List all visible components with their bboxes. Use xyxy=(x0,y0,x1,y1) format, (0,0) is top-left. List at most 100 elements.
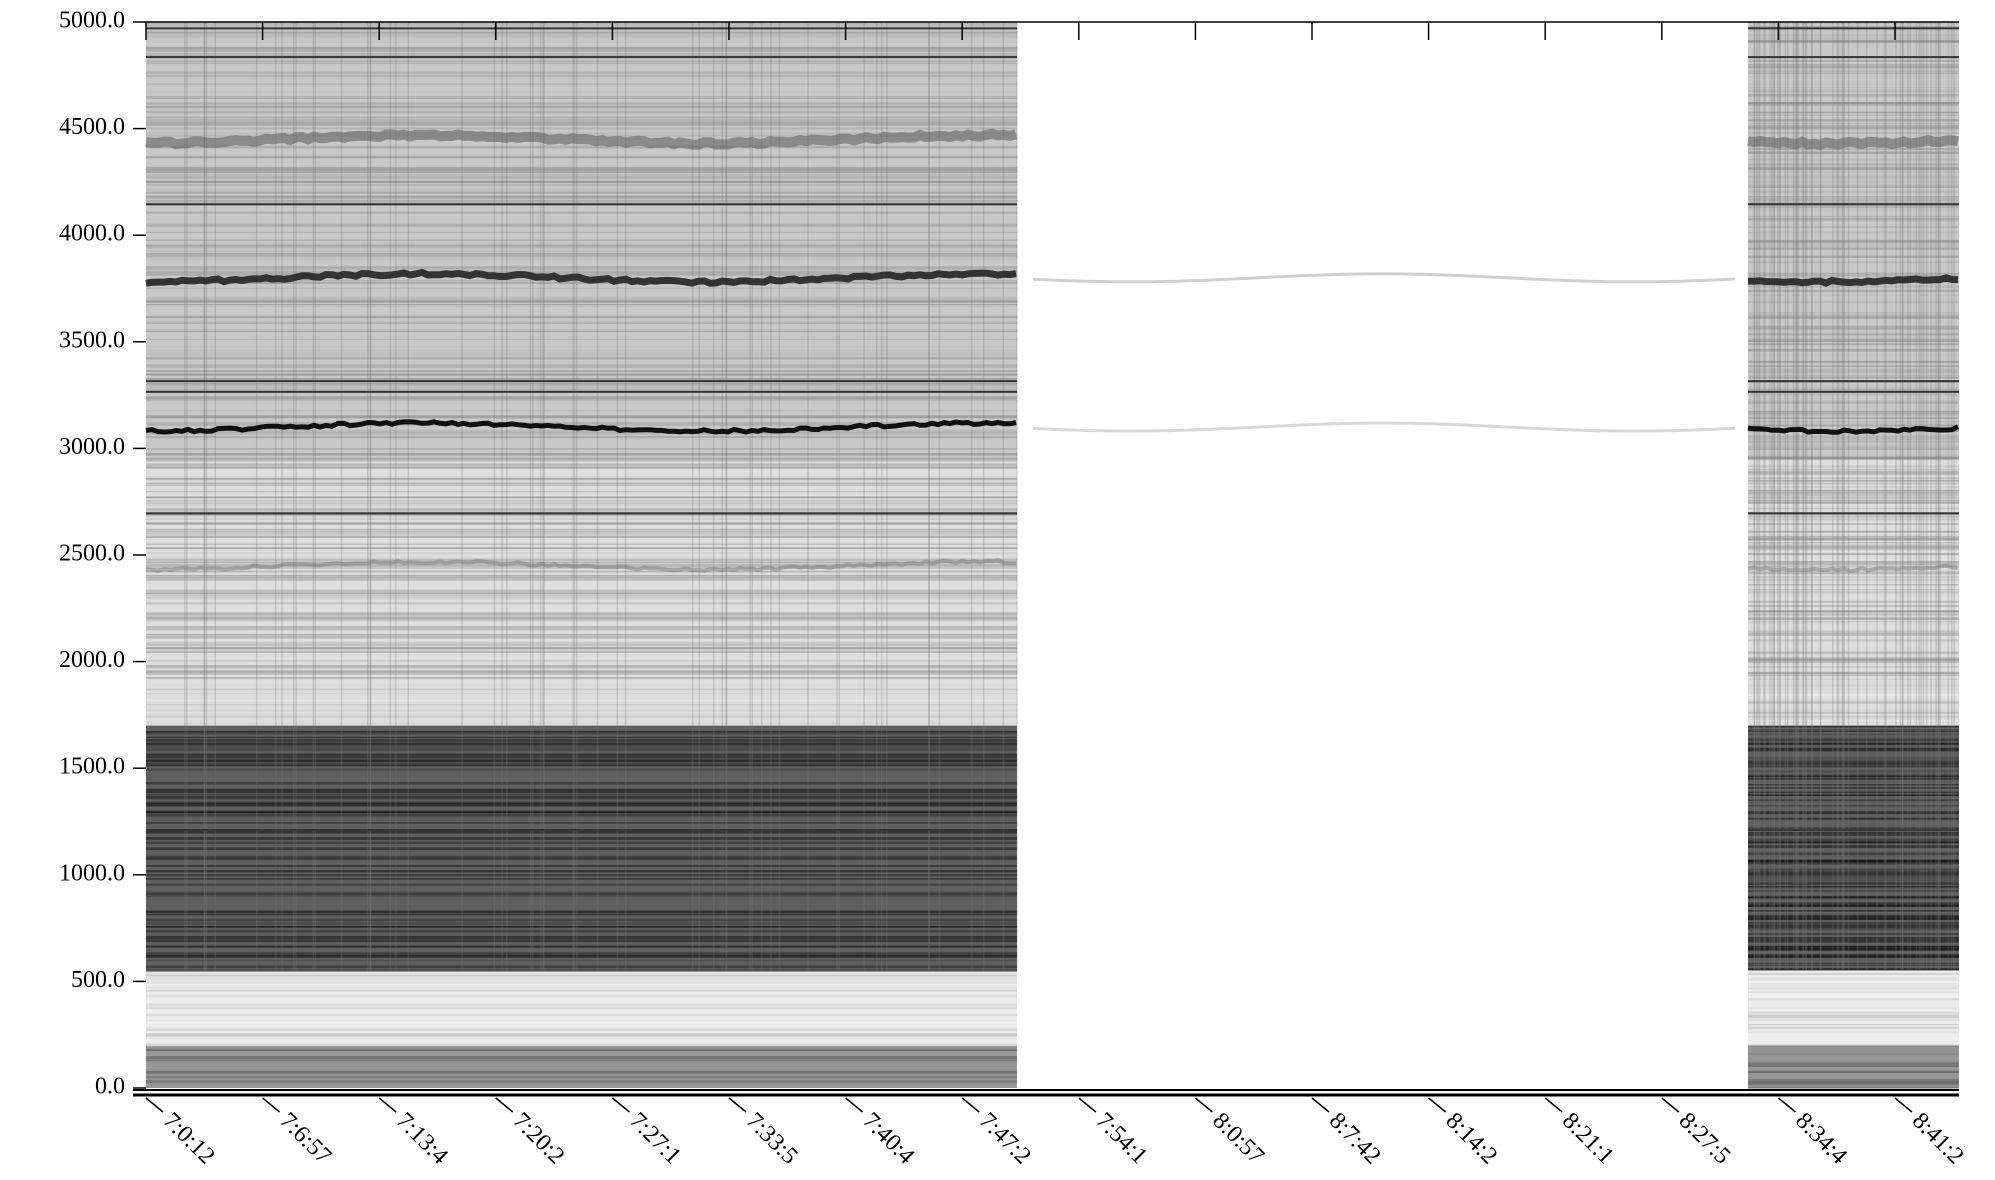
texture xyxy=(146,592,1017,595)
texture xyxy=(1748,575,1959,578)
texture xyxy=(146,60,1017,63)
texture xyxy=(1748,491,1959,494)
texture xyxy=(1901,22,1904,971)
texture xyxy=(1748,872,1959,876)
texture xyxy=(1748,1083,1959,1086)
texture xyxy=(1748,482,1959,485)
texture xyxy=(146,502,1017,505)
texture xyxy=(146,484,1017,487)
texture xyxy=(146,883,1017,886)
texture xyxy=(1748,60,1959,62)
texture xyxy=(1748,218,1959,221)
texture xyxy=(1907,22,1909,971)
texture xyxy=(1748,66,1959,68)
texture xyxy=(146,673,1017,675)
texture xyxy=(1748,350,1959,352)
texture xyxy=(1748,639,1959,642)
y-tick-label: 500.0 xyxy=(71,967,125,993)
texture xyxy=(1748,805,1959,807)
texture xyxy=(146,467,1017,469)
x-tick xyxy=(1894,1097,1913,1113)
texture xyxy=(1002,22,1005,971)
x-tick-label: 7:0:12 xyxy=(158,1108,220,1170)
texture xyxy=(146,913,1017,916)
texture xyxy=(1748,791,1959,793)
texture xyxy=(146,478,1017,481)
texture xyxy=(1748,871,1959,874)
texture xyxy=(146,891,1017,894)
texture xyxy=(146,768,1017,771)
texture xyxy=(1748,725,1959,727)
texture xyxy=(1748,876,1959,879)
x-tick xyxy=(1661,1097,1680,1113)
texture xyxy=(1953,22,1955,971)
texture xyxy=(1748,171,1959,174)
texture xyxy=(1748,400,1959,403)
texture xyxy=(1032,272,1736,284)
texture xyxy=(146,415,1017,418)
texture xyxy=(146,1034,1017,1037)
texture xyxy=(146,970,1017,973)
texture xyxy=(1748,166,1959,170)
texture xyxy=(1922,22,1925,971)
texture xyxy=(1748,203,1959,206)
texture xyxy=(1748,1086,1959,1089)
texture xyxy=(146,500,1017,502)
texture xyxy=(1748,125,1959,128)
x-tick xyxy=(378,1097,397,1113)
texture xyxy=(1748,868,1959,870)
texture xyxy=(1748,38,1959,40)
texture xyxy=(1748,926,1959,929)
texture xyxy=(1748,243,1959,246)
texture xyxy=(146,709,1017,712)
texture xyxy=(146,755,1017,759)
texture xyxy=(146,496,1017,498)
texture xyxy=(928,22,930,971)
texture xyxy=(146,126,1017,128)
texture xyxy=(1748,226,1959,228)
texture xyxy=(1748,183,1959,186)
texture xyxy=(1748,177,1959,181)
texture xyxy=(146,463,1017,465)
texture xyxy=(1748,65,1959,67)
texture xyxy=(1748,128,1959,130)
x-tick xyxy=(1194,1097,1213,1113)
x-tick xyxy=(1311,1097,1330,1113)
texture xyxy=(1748,1023,1959,1026)
y-tick-label: 1000.0 xyxy=(59,860,125,886)
texture xyxy=(146,894,1017,897)
texture xyxy=(1748,446,1959,448)
texture xyxy=(1748,839,1959,842)
texture xyxy=(146,384,1017,387)
texture xyxy=(146,458,1017,460)
texture xyxy=(1748,896,1959,899)
texture xyxy=(1918,22,1920,971)
texture xyxy=(1748,902,1959,905)
texture xyxy=(1748,1026,1959,1029)
texture xyxy=(1748,209,1959,211)
texture xyxy=(146,589,1017,591)
texture xyxy=(1748,917,1959,920)
texture xyxy=(1748,204,1959,207)
texture xyxy=(146,940,1017,943)
texture xyxy=(1748,486,1959,488)
texture xyxy=(1748,660,1959,662)
texture xyxy=(146,287,1017,289)
texture xyxy=(146,803,1017,806)
texture xyxy=(146,749,1017,751)
texture xyxy=(146,1014,1017,1017)
texture xyxy=(543,22,545,971)
x-tick xyxy=(845,1097,864,1113)
texture xyxy=(1748,185,1959,188)
texture xyxy=(146,239,1017,242)
texture xyxy=(1748,634,1959,637)
texture xyxy=(1748,410,1959,412)
texture xyxy=(1748,444,1959,446)
texture xyxy=(1748,22,1959,25)
texture xyxy=(1748,763,1959,765)
texture xyxy=(1885,22,1887,971)
texture xyxy=(146,382,1017,385)
texture xyxy=(146,801,1017,803)
x-tick-label: 8:21:1 xyxy=(1557,1108,1619,1170)
texture xyxy=(1748,363,1959,365)
